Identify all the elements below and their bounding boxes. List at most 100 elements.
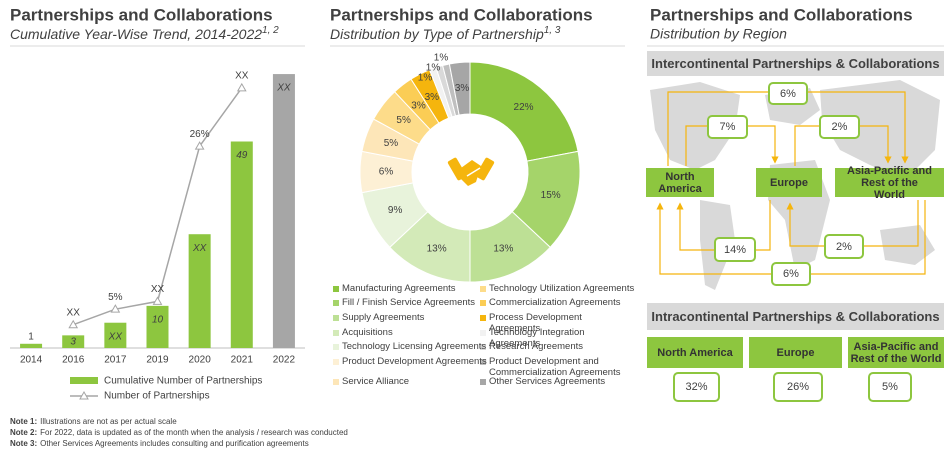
legend-label: Number of Partnerships (104, 391, 210, 402)
pie-value-label: 13% (427, 244, 447, 255)
panel-title: Partnerships and Collaborations (650, 5, 913, 24)
subtitle-text: Cumulative Year-Wise Trend, 2014-2022 (10, 26, 262, 42)
bar-value-label: XX (276, 83, 291, 94)
legend-swatch (79, 390, 89, 400)
pie-value-label: 6% (379, 167, 394, 178)
bar (146, 305, 169, 348)
region-box: Asia-Pacific and Rest of the World (835, 165, 944, 201)
panel-subtitle: Distribution by Region (650, 26, 787, 42)
chart-subtitle: Cumulative Year-Wise Trend, 2014-20221, … (10, 25, 279, 42)
flow-share: 14% (714, 237, 756, 262)
pie-slice (469, 61, 579, 162)
subtitle-text: Distribution by Type of Partnership (330, 26, 544, 42)
flow-share: 6% (768, 82, 808, 105)
line-marker (68, 319, 79, 329)
legend-swatch (333, 359, 339, 365)
legend-label: Cumulative Number of Partnerships (104, 376, 262, 387)
legend-label: Acquisitions (342, 327, 393, 338)
x-tick-label: 2020 (189, 355, 212, 366)
point-label: 5% (108, 292, 123, 303)
legend-swatch (333, 344, 339, 350)
bar-value-label: XX (192, 243, 207, 254)
chart-title: Partnerships and Collaborations (10, 5, 273, 24)
point-label: 26% (190, 129, 210, 140)
line-marker (152, 296, 163, 305)
legend-swatch (480, 286, 486, 292)
legend-swatch (333, 300, 339, 306)
region-box: Europe (756, 168, 822, 197)
flow-share: 2% (824, 234, 864, 259)
subtitle-note: 1, 2 (262, 25, 279, 36)
pie-value-label: 5% (396, 115, 411, 126)
bar (62, 335, 85, 348)
note-text: For 2022, data is updated as of the mont… (40, 428, 348, 437)
pie-value-label: 1% (418, 73, 433, 84)
line-marker (110, 304, 121, 313)
legend-swatch (333, 379, 339, 385)
legend-label: Fill / Finish Service Agreements (342, 297, 476, 308)
legend-swatch (480, 379, 486, 385)
pie-value-label: 3% (425, 92, 440, 103)
pie-value-label: 9% (388, 205, 403, 216)
bar-value-label: 49 (236, 150, 248, 161)
flow-share: 7% (707, 115, 748, 139)
legend-swatch (480, 300, 486, 306)
handshake-icon (447, 157, 495, 186)
legend-swatch (480, 359, 486, 365)
chart-subtitle: Distribution by Type of Partnership1, 3 (330, 25, 561, 42)
note-label: Note 2: (10, 428, 37, 437)
bar (230, 141, 253, 348)
legend-swatch (333, 315, 339, 321)
line-marker (236, 82, 247, 92)
region-share: 26% (773, 372, 823, 402)
x-tick-label: 2022 (273, 355, 296, 366)
pie-value-label: 1% (434, 53, 449, 64)
legend-swatch (70, 377, 98, 384)
bar-value-label: 3 (70, 336, 76, 347)
legend-swatch (480, 315, 486, 321)
legend-swatch (480, 344, 486, 350)
region-box: North America (647, 337, 743, 368)
x-tick-label: 2017 (104, 355, 127, 366)
bar (104, 322, 127, 348)
x-tick-label: 2021 (231, 355, 254, 366)
pie-value-label: 22% (514, 102, 534, 113)
legend-label: Process Development Agreements (489, 312, 582, 334)
region-share: 32% (673, 372, 720, 402)
region-box: North America (646, 168, 714, 197)
pie-value-label: 3% (411, 100, 426, 111)
bar (20, 343, 43, 348)
banner: Intercontinental Partnerships & Collabor… (647, 51, 944, 76)
bar-value-label: 10 (152, 314, 164, 325)
pie-value-label: 1% (426, 63, 441, 74)
legend-label: Technology Licensing Agreements (342, 341, 487, 352)
point-label: XX (151, 284, 165, 295)
note: Note 3: Other Services Agreements include… (10, 439, 309, 448)
chart-title: Partnerships and Collaborations (330, 5, 593, 24)
legend-swatch (333, 330, 339, 336)
flow-share: 6% (771, 262, 811, 286)
legend-label: Research Agreements (489, 341, 583, 352)
note-label: Note 1: (10, 417, 37, 426)
bar (272, 74, 295, 349)
legend-swatch (333, 286, 339, 292)
pie-value-label: 13% (493, 244, 513, 255)
bar (188, 234, 211, 348)
x-tick-label: 2016 (62, 355, 85, 366)
note: Note 2: For 2022, data is updated as of t… (10, 428, 348, 437)
line-marker (194, 141, 205, 150)
legend-label: Commercialization Agreements (489, 297, 621, 308)
subtitle-note: 1, 3 (544, 25, 561, 36)
pie-value-label: 15% (541, 190, 561, 201)
legend-label: Other Services Agreements (489, 376, 606, 387)
bar-value-label: XX (108, 331, 123, 342)
legend-label: Product Development Agreements (342, 356, 487, 367)
legend-label: Technology Integration Agreements (489, 327, 585, 349)
flow-share: 2% (819, 115, 860, 139)
legend-label: Product Development and Commercializatio… (489, 356, 621, 378)
pie-value-label: 3% (455, 83, 470, 94)
point-label: XX (235, 71, 249, 82)
legend-label: Manufacturing Agreements (342, 283, 456, 294)
note-text: Other Services Agreements includes consu… (40, 439, 309, 448)
